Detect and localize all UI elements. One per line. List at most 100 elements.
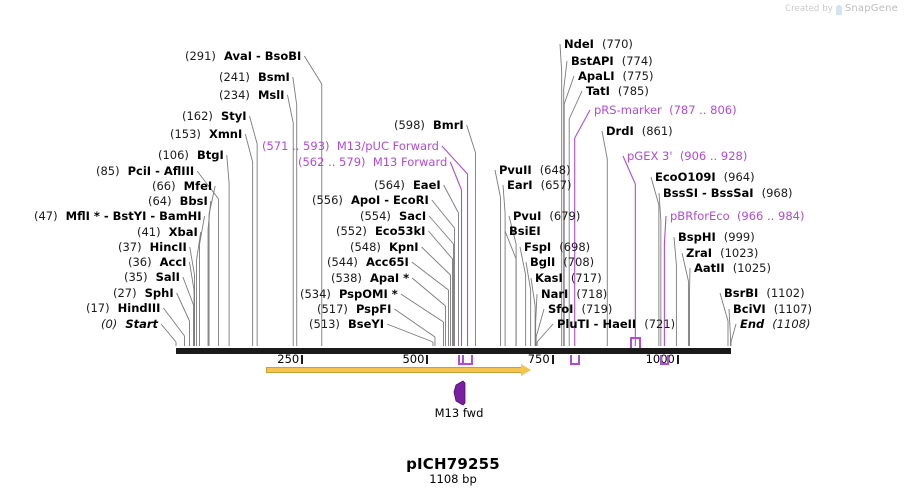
site-label-mfei[interactable]: (66) MfeI <box>152 180 212 192</box>
site-name: BciVI <box>733 302 766 316</box>
site-position: (66) <box>152 179 176 193</box>
site-position: (657) <box>540 178 572 192</box>
site-label-hincii[interactable]: (37) HincII <box>118 241 187 253</box>
site-name: PluTI - HaeII <box>557 317 637 331</box>
site-label-end[interactable]: End (1108) <box>740 318 811 330</box>
site-position: (153) <box>170 127 201 141</box>
site-label-acc65i[interactable]: (544) Acc65I <box>327 256 409 268</box>
site-name: PspFI <box>355 302 392 316</box>
site-label-bgli[interactable]: BglI (708) <box>530 256 594 268</box>
site-label-ecoo109i[interactable]: EcoO109I (964) <box>655 171 755 183</box>
site-label-bcivi[interactable]: BciVI (1107) <box>733 303 812 315</box>
site-label-eco53ki[interactable]: (552) Eco53kI <box>336 225 425 237</box>
site-label-pspfi[interactable]: (517) PspFI <box>317 303 391 315</box>
site-label-mfli-bstyi-bamhi[interactable]: (47) MflI * - BstYI - BamHI <box>34 210 202 222</box>
site-position: (0) <box>101 317 118 331</box>
site-label-fspi[interactable]: FspI (698) <box>524 241 590 253</box>
site-label-avai-bsobi[interactable]: (291) AvaI - BsoBI <box>185 50 301 62</box>
leader-diagonal <box>386 323 434 343</box>
leader-diagonal <box>535 293 538 323</box>
site-label-sali[interactable]: (35) SalI <box>124 271 180 283</box>
site-label-xbai[interactable]: (41) XbaI <box>137 226 198 238</box>
site-label-eari[interactable]: EarI (657) <box>507 179 572 191</box>
m13-fwd-primer-arrow[interactable] <box>452 380 466 406</box>
site-label-kpni[interactable]: (548) KpnI <box>350 241 419 253</box>
site-position: (770) <box>601 37 633 51</box>
label-gap <box>594 37 602 51</box>
site-label-bsmi[interactable]: (241) BsmI <box>219 71 290 83</box>
site-label-bsiei[interactable]: BsiEI <box>509 225 541 237</box>
leader-diagonal <box>411 277 446 307</box>
plasmid-name: pICH79255 <box>406 455 500 473</box>
site-label-acci[interactable]: (36) AccI <box>128 256 186 268</box>
site-label-hindiii[interactable]: (17) HindIII <box>86 302 160 314</box>
label-gap <box>331 287 339 301</box>
site-name: AvaI - BsoBI <box>223 49 302 63</box>
site-label-bbsi[interactable]: (64) BbsI <box>148 195 208 207</box>
site-label-pspomi[interactable]: (534) PspOMI * <box>300 288 398 300</box>
site-label-pvuii[interactable]: PvuII (648) <box>499 164 571 176</box>
site-position: (718) <box>576 287 608 301</box>
site-name: MfeI <box>183 179 213 193</box>
site-name: pBRforEco <box>670 209 730 223</box>
site-label-sphi[interactable]: (27) SphI <box>113 287 174 299</box>
site-label-pvui[interactable]: PvuI (679) <box>513 210 580 222</box>
site-position: (517) <box>317 302 348 316</box>
site-label-nari[interactable]: NarI (718) <box>541 288 607 300</box>
site-position: (1107) <box>773 302 812 316</box>
site-name: AatII <box>694 261 725 275</box>
site-label-kasi[interactable]: KasI (717) <box>535 272 602 284</box>
site-label-pcii-afliii[interactable]: (85) PciI - AflIII <box>96 165 194 177</box>
site-label-bsssi-bsssai[interactable]: BssSI - BssSaI (968) <box>663 187 793 199</box>
site-label-m13puc-forward[interactable]: (571 .. 593) M13/pUC Forward <box>262 140 439 152</box>
site-label-apali[interactable]: ApaLI (775) <box>578 70 653 82</box>
site-label-styi[interactable]: (162) StyI <box>182 110 247 122</box>
label-gap <box>730 209 737 223</box>
leader-diagonal <box>535 308 545 338</box>
site-name: EarI <box>507 178 533 192</box>
site-label-drdi[interactable]: DrdI (861) <box>606 125 673 137</box>
sequence-backbone[interactable] <box>176 348 731 354</box>
site-name: pGEX 3' <box>627 149 673 163</box>
watermark-created-by: Created by <box>785 3 833 14</box>
site-label-eaei[interactable]: (564) EaeI <box>374 179 441 191</box>
site-label-sfoi[interactable]: SfoI (719) <box>548 303 612 315</box>
site-label-saci[interactable]: (554) SacI <box>360 210 426 222</box>
plasmid-length: 1108 bp <box>429 472 477 486</box>
site-label-bseyi[interactable]: (513) BseYI <box>309 318 384 330</box>
site-label-zrai[interactable]: ZraI (1023) <box>686 247 758 259</box>
site-name: SalI <box>155 270 180 284</box>
orf-arrow[interactable] <box>266 364 531 376</box>
site-position: (968) <box>761 186 793 200</box>
label-gap <box>381 240 389 254</box>
site-label-bsphi[interactable]: BspHI (999) <box>678 231 755 243</box>
site-label-pbrforeco[interactable]: pBRforEco (966 .. 984) <box>670 210 804 222</box>
site-label-m13-forward[interactable]: (562 .. 579) M13 Forward <box>298 156 447 168</box>
site-label-btgi[interactable]: (106) BtgI <box>158 149 224 161</box>
site-label-tati[interactable]: TatI (785) <box>586 85 649 97</box>
site-label-start[interactable]: (0) Start <box>101 318 158 330</box>
feature-bar-line <box>659 363 669 365</box>
site-position: (552) <box>336 224 367 238</box>
site-name: Eco53kI <box>374 224 426 238</box>
site-label-aatii[interactable]: AatII (1025) <box>694 262 771 274</box>
site-position: (291) <box>185 49 216 63</box>
site-name: BsiEI <box>509 224 541 238</box>
site-name: KpnI <box>388 240 419 254</box>
site-name: pRS-marker <box>594 103 662 117</box>
label-gap <box>340 317 348 331</box>
site-label-apoi-ecori[interactable]: (556) ApoI - EcoRI <box>312 194 429 206</box>
site-position: (964) <box>723 170 755 184</box>
site-label-ndei[interactable]: NdeI (770) <box>564 38 633 50</box>
site-label-prs-marker[interactable]: pRS-marker (787 .. 806) <box>594 104 737 116</box>
site-label-apai[interactable]: (538) ApaI * <box>331 272 409 284</box>
site-label-bmri[interactable]: (598) BmrI <box>394 119 464 131</box>
site-label-msli[interactable]: (234) MslI <box>219 89 284 101</box>
site-label-pluti-haeii[interactable]: PluTI - HaeII (721) <box>557 318 675 330</box>
site-label-pgex-3[interactable]: pGEX 3' (906 .. 928) <box>627 150 747 162</box>
ruler-tick-label: 500 <box>402 352 425 366</box>
site-label-bstapi[interactable]: BstAPI (774) <box>571 55 653 67</box>
site-position: (162) <box>182 109 213 123</box>
site-label-bsrbi[interactable]: BsrBI (1102) <box>724 287 805 299</box>
site-label-xmni[interactable]: (153) XmnI <box>170 128 242 140</box>
